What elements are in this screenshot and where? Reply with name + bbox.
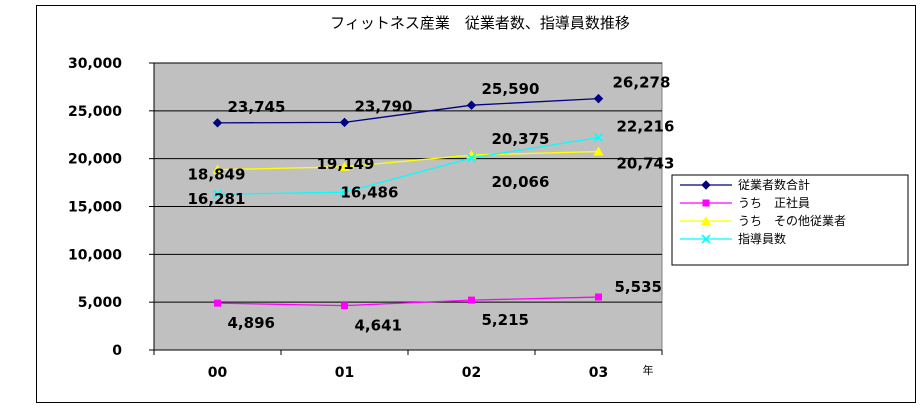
point-marker	[466, 100, 477, 110]
legend-label: うち その他従業者	[738, 214, 846, 228]
data-labels: 23,745 23,790 25,590 26,278 4,896 4,641 5,215 5…	[188, 74, 675, 335]
series-2	[214, 293, 602, 310]
point-marker	[212, 118, 223, 128]
series-1	[212, 93, 604, 128]
data-label: 20,743	[617, 155, 675, 173]
y-tick-label: 20,000	[68, 152, 122, 168]
x-tick-label: 01	[335, 365, 354, 381]
data-label: 23,790	[355, 97, 413, 115]
data-label: 18,849	[188, 166, 246, 184]
marker-stroke	[212, 189, 223, 199]
y-tick-label: 5,000	[78, 295, 123, 311]
point-marker	[702, 199, 710, 207]
point-marker	[701, 216, 711, 225]
legend-label: うち 正社員	[738, 195, 810, 210]
legend-entry: うち 正社員	[680, 195, 810, 210]
gridlines	[154, 62, 662, 303]
data-label: 22,216	[617, 117, 675, 135]
axes: 0 5,000 10,000 15,000 20,000 25,000 30,000 00 01…	[68, 56, 663, 381]
series-3	[212, 146, 604, 174]
series-line	[217, 136, 599, 195]
point-marker	[468, 296, 475, 304]
data-label: 5,535	[615, 278, 662, 296]
point-marker	[466, 150, 477, 160]
y-tick-label: 25,000	[68, 104, 122, 120]
legend-label: 指導員数	[738, 231, 786, 246]
data-label: 26,278	[613, 74, 671, 92]
point-marker	[212, 164, 223, 174]
x-tick-label: 00	[208, 365, 228, 381]
data-label: 25,590	[482, 80, 540, 98]
legend-label: 従業者数合計	[738, 177, 810, 192]
data-label: 4,896	[228, 314, 275, 332]
data-label: 20,375	[492, 130, 550, 148]
data-label: 4,641	[355, 317, 402, 335]
marker-stroke	[339, 187, 350, 197]
data-label: 5,215	[482, 311, 529, 329]
x-tick-label: 02	[462, 365, 481, 381]
point-marker	[341, 302, 348, 310]
point-marker	[595, 293, 602, 301]
marker-stroke	[701, 234, 711, 244]
series-line	[217, 296, 599, 307]
x-tick-label: 03	[589, 365, 608, 381]
point-marker	[701, 234, 711, 244]
legend-entry: 指導員数	[680, 231, 786, 246]
legend-box	[671, 174, 909, 266]
data-label: 16,486	[341, 183, 399, 201]
x-axis-unit: 年	[643, 363, 654, 377]
data-label: 19,149	[317, 155, 375, 173]
point-marker	[212, 189, 223, 199]
legend-entry: うち その他従業者	[680, 214, 846, 228]
point-marker	[214, 299, 221, 307]
point-marker	[339, 161, 350, 171]
point-marker	[339, 117, 350, 128]
series-line	[217, 97, 599, 124]
point-marker	[593, 93, 604, 104]
data-label: 23,745	[228, 98, 286, 116]
marker-stroke	[466, 153, 477, 163]
chart-title: フィットネス産業 従業者数、指導員数推移	[330, 14, 630, 32]
y-tick-label: 15,000	[68, 200, 122, 216]
series-line	[217, 150, 599, 171]
y-tick-label: 30,000	[68, 56, 122, 72]
y-tick-label: 10,000	[68, 247, 122, 263]
data-label: 16,281	[188, 190, 246, 208]
data-label: 20,066	[492, 173, 550, 191]
y-tick-label: 0	[112, 343, 122, 359]
marker-stroke	[593, 132, 604, 143]
point-marker	[466, 153, 477, 163]
series-lines	[212, 93, 604, 310]
series-4	[212, 132, 604, 199]
legend-entry: 従業者数合計	[680, 177, 810, 192]
point-marker	[339, 187, 350, 197]
point-marker	[593, 146, 604, 156]
point-marker	[701, 180, 711, 190]
point-marker	[593, 132, 604, 143]
